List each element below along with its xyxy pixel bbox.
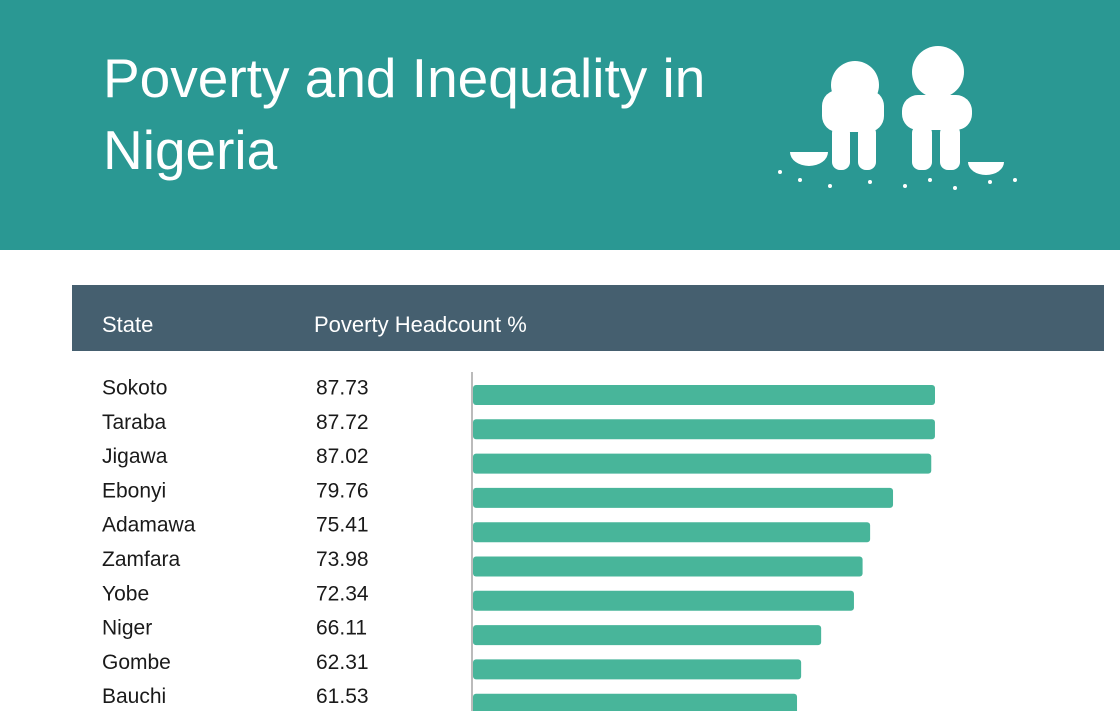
bar [473, 453, 932, 474]
category-label: Niger [102, 617, 152, 640]
category-label: Bauchi [102, 685, 166, 708]
value-label: 79.76 [316, 479, 369, 502]
bar [473, 487, 894, 508]
bar [473, 659, 802, 680]
value-label: 61.53 [316, 685, 369, 708]
value-label: 72.34 [316, 582, 369, 605]
value-label: 66.11 [316, 617, 367, 640]
value-label: 87.73 [316, 377, 369, 400]
value-label: 73.98 [316, 548, 369, 571]
category-label: Sokoto [102, 377, 167, 400]
category-label: Adamawa [102, 514, 196, 537]
bar [473, 556, 863, 577]
value-label: 87.72 [316, 411, 369, 434]
column-header: Poverty Headcount % [314, 312, 527, 337]
bar [473, 385, 935, 405]
bar [473, 522, 871, 543]
category-label: Ebonyi [102, 479, 166, 502]
value-label: 62.31 [316, 651, 369, 674]
table-header [72, 285, 1104, 351]
bar [473, 590, 854, 611]
bar [473, 693, 798, 711]
category-label: Jigawa [102, 445, 168, 468]
category-label: Gombe [102, 651, 171, 674]
bar [473, 419, 935, 440]
illustration [778, 46, 1017, 190]
bar [473, 625, 822, 646]
category-label: Yobe [102, 582, 149, 605]
value-label: 87.02 [316, 445, 369, 468]
category-label: Zamfara [102, 548, 181, 571]
column-header: State [102, 312, 153, 337]
value-label: 75.41 [316, 514, 369, 537]
category-label: Taraba [102, 411, 167, 434]
chart-title: Poverty and Inequality in Nigeria [103, 47, 706, 181]
